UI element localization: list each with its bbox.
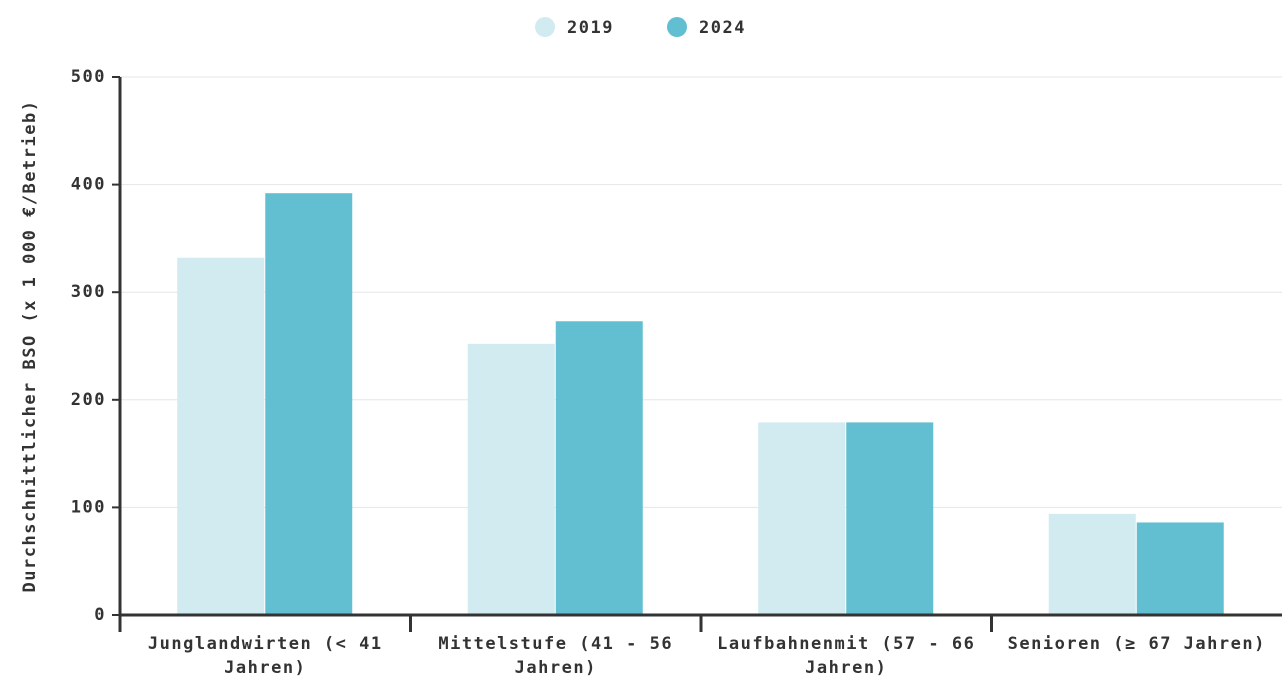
y-tick-label: 100 (71, 497, 106, 517)
bar (1136, 522, 1224, 615)
y-axis-title: Durchschnittlicher BSO (x 1 000 €/Betrie… (20, 100, 40, 593)
x-tick-label: Mittelstufe (41 - 56 Jahren) (438, 634, 673, 677)
x-tick-label-line: Laufbahnenmit (57 - 66 (717, 634, 975, 654)
x-tick-label-line: Mittelstufe (41 - 56 (438, 634, 673, 654)
x-tick-label-line: Jahren) (224, 658, 306, 677)
y-tick-label: 0 (94, 605, 106, 625)
x-tick-label: Junglandwirten (< 41 Jahren) (148, 634, 383, 677)
bar (846, 422, 934, 615)
x-tick-label: Senioren (≥ 67 Jahren) (1008, 634, 1266, 654)
y-tick-label: 400 (71, 175, 106, 195)
y-tick-label: 500 (71, 67, 106, 87)
x-tick-label-line: Junglandwirten (< 41 (148, 634, 383, 654)
legend-label: 2019 (567, 18, 614, 38)
bar (265, 193, 353, 615)
bar (467, 343, 555, 615)
bar (555, 321, 643, 615)
x-tick-label-line: Jahren) (805, 658, 887, 677)
bar (758, 422, 846, 615)
x-tick-label-line: Jahren) (515, 658, 597, 677)
bar (177, 257, 265, 615)
legend-swatch (667, 17, 687, 37)
legend-swatch (535, 17, 555, 37)
y-tick-label: 200 (71, 390, 106, 410)
y-tick-label: 300 (71, 282, 106, 302)
bar (1048, 513, 1136, 615)
legend-label: 2024 (699, 18, 746, 38)
x-tick-label: Laufbahnenmit (57 - 66 Jahren) (717, 634, 975, 677)
x-tick-label-line: Senioren (≥ 67 Jahren) (1008, 634, 1266, 654)
